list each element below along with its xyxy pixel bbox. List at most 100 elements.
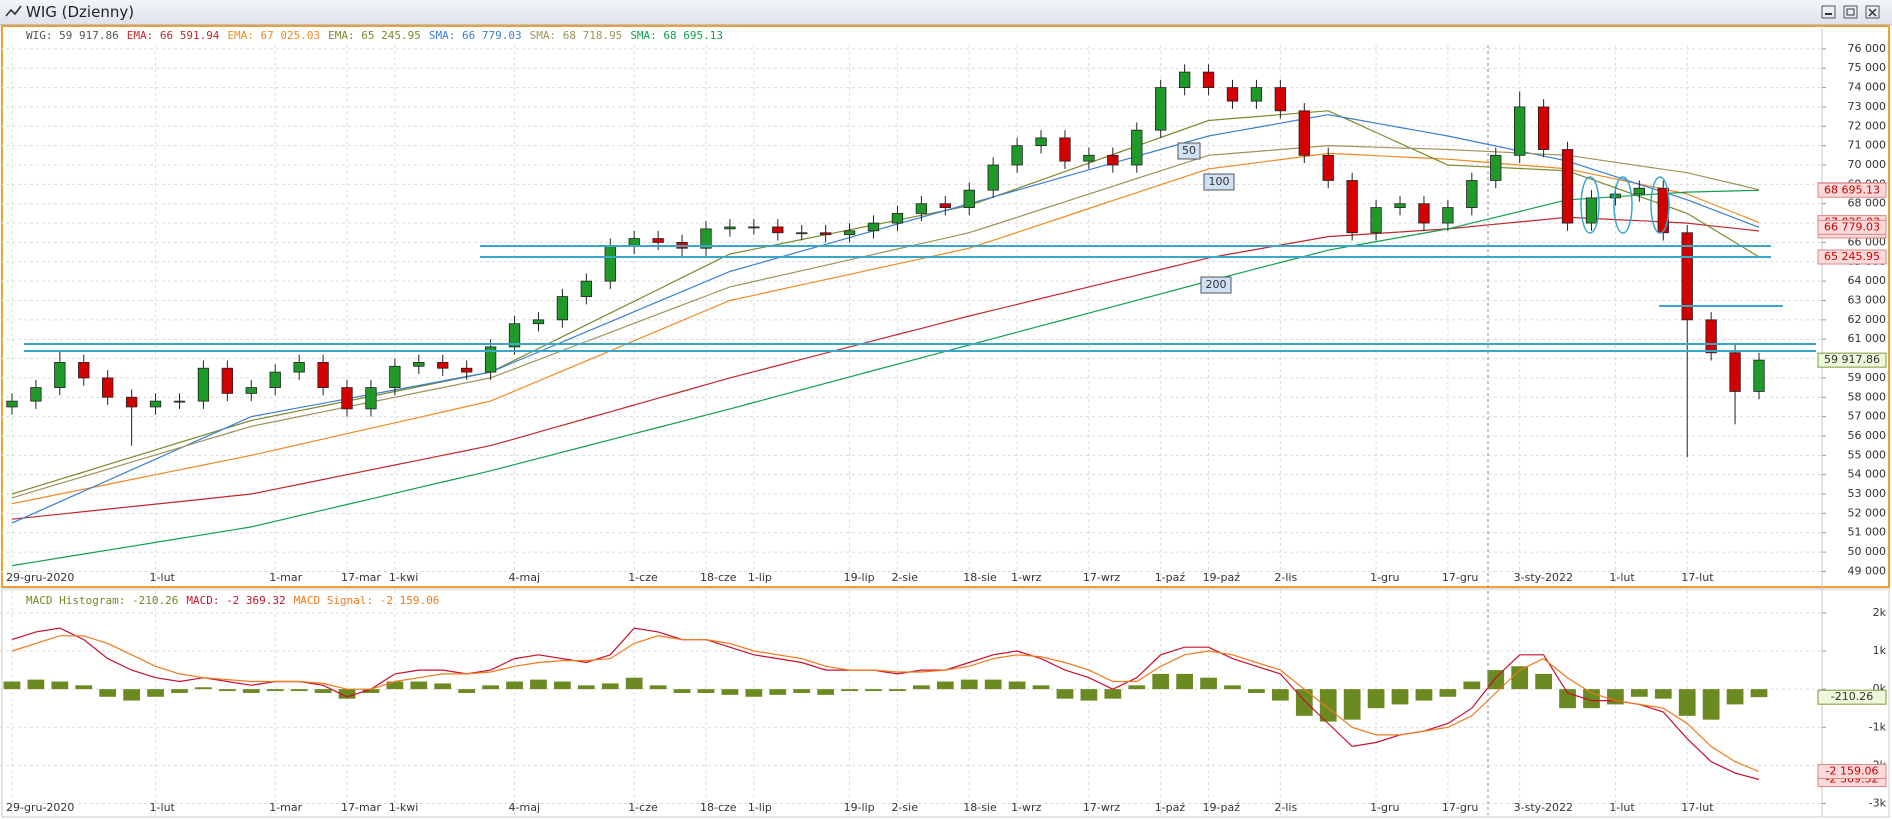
x-tick-label: 1-lut bbox=[1609, 801, 1635, 814]
legend-entry: EMA: 65 245.95 bbox=[328, 29, 421, 42]
x-tick-label: 1-lip bbox=[748, 801, 772, 814]
price-box-label: 59 917.86 bbox=[1824, 353, 1880, 366]
histogram-bar bbox=[75, 685, 93, 690]
x-tick-label: 19-paź bbox=[1203, 801, 1241, 814]
candle-body bbox=[772, 226, 784, 234]
y-tick-label: 61 000 bbox=[1848, 332, 1887, 345]
ellipse bbox=[1650, 176, 1670, 234]
candle-body bbox=[1370, 207, 1382, 234]
y-tick-label: 68 000 bbox=[1848, 197, 1887, 210]
y-tick-label: 50 000 bbox=[1848, 545, 1887, 558]
y-tick-label: 1k bbox=[1873, 644, 1887, 657]
x-tick-label: 17-lut bbox=[1681, 801, 1714, 814]
histogram-bar bbox=[3, 681, 21, 690]
tag-box bbox=[1200, 276, 1232, 294]
price-box-label: 66 779.03 bbox=[1824, 220, 1880, 233]
candle-body bbox=[54, 362, 66, 388]
main-panel-frame bbox=[1, 25, 1890, 588]
histogram-bar bbox=[1702, 689, 1720, 720]
moving-average bbox=[11, 189, 1760, 567]
candle-body bbox=[748, 226, 760, 229]
histogram-bar bbox=[218, 689, 236, 692]
x-tick-label: 29-gru-2020 bbox=[6, 801, 74, 814]
candle-body bbox=[484, 346, 497, 373]
x-tick-label: 18-cze bbox=[700, 571, 737, 584]
candle-body bbox=[365, 387, 377, 410]
histogram-bar bbox=[1367, 689, 1385, 709]
candle-body bbox=[1705, 319, 1717, 354]
histogram-bar bbox=[1319, 689, 1337, 722]
x-tick-label: 18-cze bbox=[700, 801, 737, 814]
candle-body bbox=[1131, 129, 1143, 166]
x-tick-label: 17-gru bbox=[1442, 801, 1478, 814]
candle-body bbox=[1346, 180, 1358, 234]
candle-body bbox=[389, 365, 401, 388]
candle-body bbox=[1250, 87, 1263, 102]
y-tick-label: 73 000 bbox=[1848, 100, 1887, 113]
y-tick-label: -3k bbox=[1869, 797, 1887, 810]
histogram-bar bbox=[434, 683, 452, 690]
histogram-bar bbox=[1008, 681, 1026, 690]
y-tick-label: 49 000 bbox=[1848, 564, 1887, 577]
histogram-bar bbox=[1224, 685, 1241, 690]
candle-body bbox=[125, 396, 138, 408]
candle-body bbox=[1394, 203, 1406, 208]
x-tick-label: 1-mar bbox=[269, 801, 302, 814]
candle-body bbox=[78, 362, 90, 379]
candle-body bbox=[1298, 110, 1310, 156]
histogram-bar bbox=[266, 689, 284, 692]
histogram-bar bbox=[1032, 685, 1050, 690]
histogram-bar bbox=[577, 685, 595, 690]
price-box bbox=[1817, 219, 1887, 235]
indicator-line bbox=[11, 635, 1760, 773]
title-bar: WIG (Dzienny) bbox=[0, 0, 1892, 25]
candle-body bbox=[341, 387, 353, 410]
histogram-bar bbox=[745, 689, 763, 697]
histogram-bar bbox=[1248, 689, 1265, 693]
candle-body bbox=[987, 164, 999, 191]
candle-body bbox=[221, 367, 234, 394]
y-tick-label: 2k bbox=[1873, 606, 1887, 619]
candle-body bbox=[1753, 359, 1765, 392]
x-tick-label: 1-paź bbox=[1155, 571, 1186, 584]
candle-body bbox=[413, 362, 425, 367]
price-box-label: -2 159.06 bbox=[1826, 764, 1879, 777]
histogram-bar bbox=[1056, 689, 1074, 699]
legend-entry: MACD Signal: -2 159.06 bbox=[293, 594, 440, 607]
candle-body bbox=[1011, 145, 1023, 166]
legend-entry: SMA: 68 695.13 bbox=[630, 29, 724, 42]
x-tick-label: 2-sie bbox=[891, 571, 918, 584]
histogram-bar bbox=[410, 681, 428, 690]
candle-body bbox=[1083, 154, 1095, 162]
tag-box bbox=[1203, 173, 1235, 191]
y-tick-label: 53 000 bbox=[1848, 487, 1887, 500]
ellipse bbox=[1580, 176, 1600, 234]
candle-body bbox=[1681, 232, 1693, 321]
x-tick-label: 1-lut bbox=[150, 571, 176, 584]
moving-average bbox=[11, 216, 1760, 520]
histogram-bar bbox=[123, 689, 141, 701]
y-tick-label: 75 000 bbox=[1848, 61, 1887, 74]
candle-body bbox=[269, 371, 281, 388]
histogram-bar bbox=[1439, 689, 1457, 697]
histogram-bar bbox=[314, 689, 332, 693]
histogram-bar bbox=[1630, 689, 1648, 697]
candle-body bbox=[963, 189, 975, 208]
x-tick-label: 18-sie bbox=[963, 801, 997, 814]
legend: MACD Histogram: -210.26 MACD: -2 369.32 MA… bbox=[26, 594, 447, 607]
histogram-bar bbox=[171, 689, 188, 693]
histogram-bar bbox=[769, 689, 787, 695]
histogram-bar bbox=[601, 683, 619, 690]
histogram-bar bbox=[625, 677, 643, 690]
candle-body bbox=[843, 230, 856, 236]
x-tick-label: 17-wrz bbox=[1083, 571, 1120, 584]
price-box-label: 65 245.95 bbox=[1824, 250, 1880, 263]
window-buttons[interactable] bbox=[1818, 2, 1888, 22]
y-tick-label: 74 000 bbox=[1848, 81, 1887, 94]
histogram-bar bbox=[242, 689, 260, 693]
candle-body bbox=[293, 362, 305, 373]
candle-body bbox=[700, 228, 712, 249]
histogram-bar bbox=[1391, 689, 1409, 705]
x-tick-label: 1-cze bbox=[628, 801, 658, 814]
